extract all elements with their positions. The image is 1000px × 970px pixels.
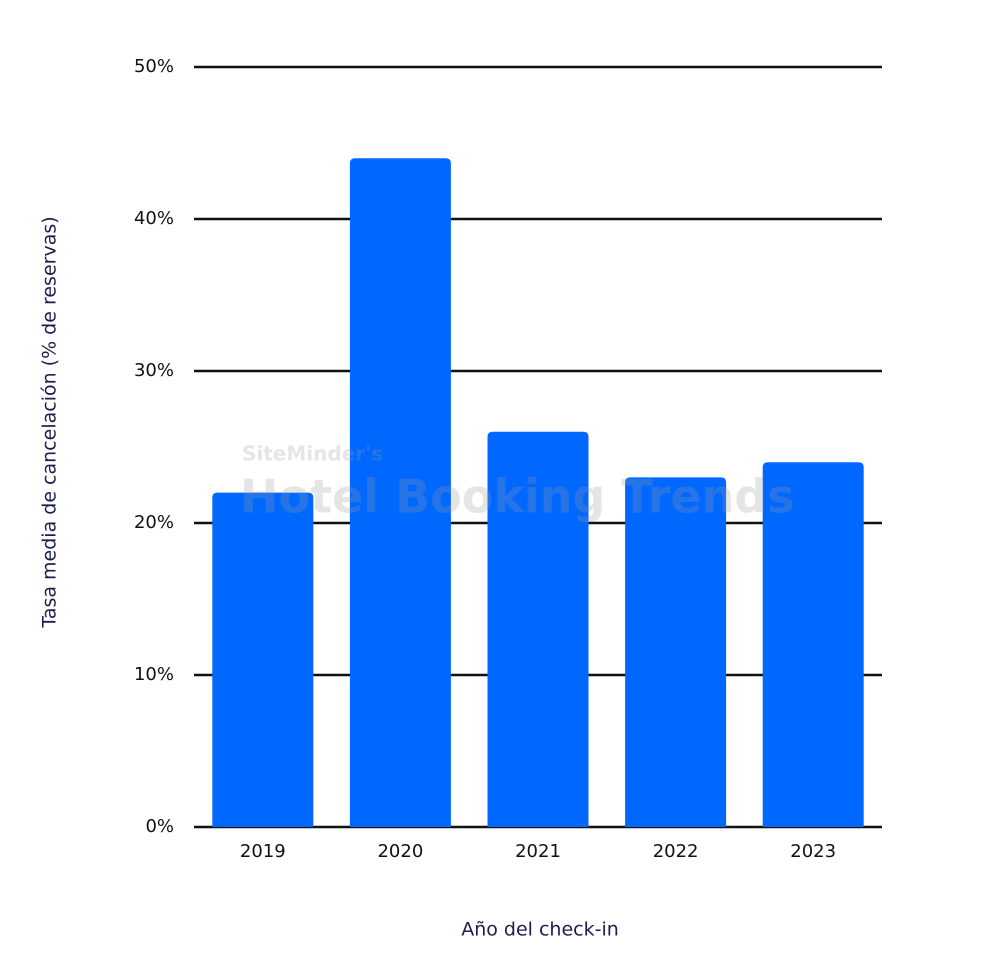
x-tick-label: 2019: [240, 841, 286, 862]
x-tick-label: 2023: [790, 841, 836, 862]
x-tick-label: 2020: [377, 841, 423, 862]
y-tick-label: 0%: [145, 816, 174, 837]
x-axis-title: Año del check-in: [461, 919, 619, 941]
bar: [762, 462, 864, 827]
y-axis-title: Tasa media de cancelación (% de reservas…: [39, 216, 61, 628]
x-tick-label: 2021: [515, 841, 561, 862]
y-tick-label: 30%: [134, 360, 174, 381]
watermark: SiteMinder's: [242, 442, 383, 466]
y-tick-label: 40%: [134, 208, 174, 229]
y-tick-label: 20%: [134, 512, 174, 533]
watermark: Hotel Booking Trends: [240, 470, 795, 524]
bar: [625, 477, 727, 827]
bar: [487, 431, 589, 827]
bar: [349, 158, 451, 827]
y-tick-label: 10%: [134, 664, 174, 685]
x-tick-label: 2022: [653, 841, 699, 862]
bar: [212, 492, 314, 827]
y-tick-label: 50%: [134, 56, 174, 77]
